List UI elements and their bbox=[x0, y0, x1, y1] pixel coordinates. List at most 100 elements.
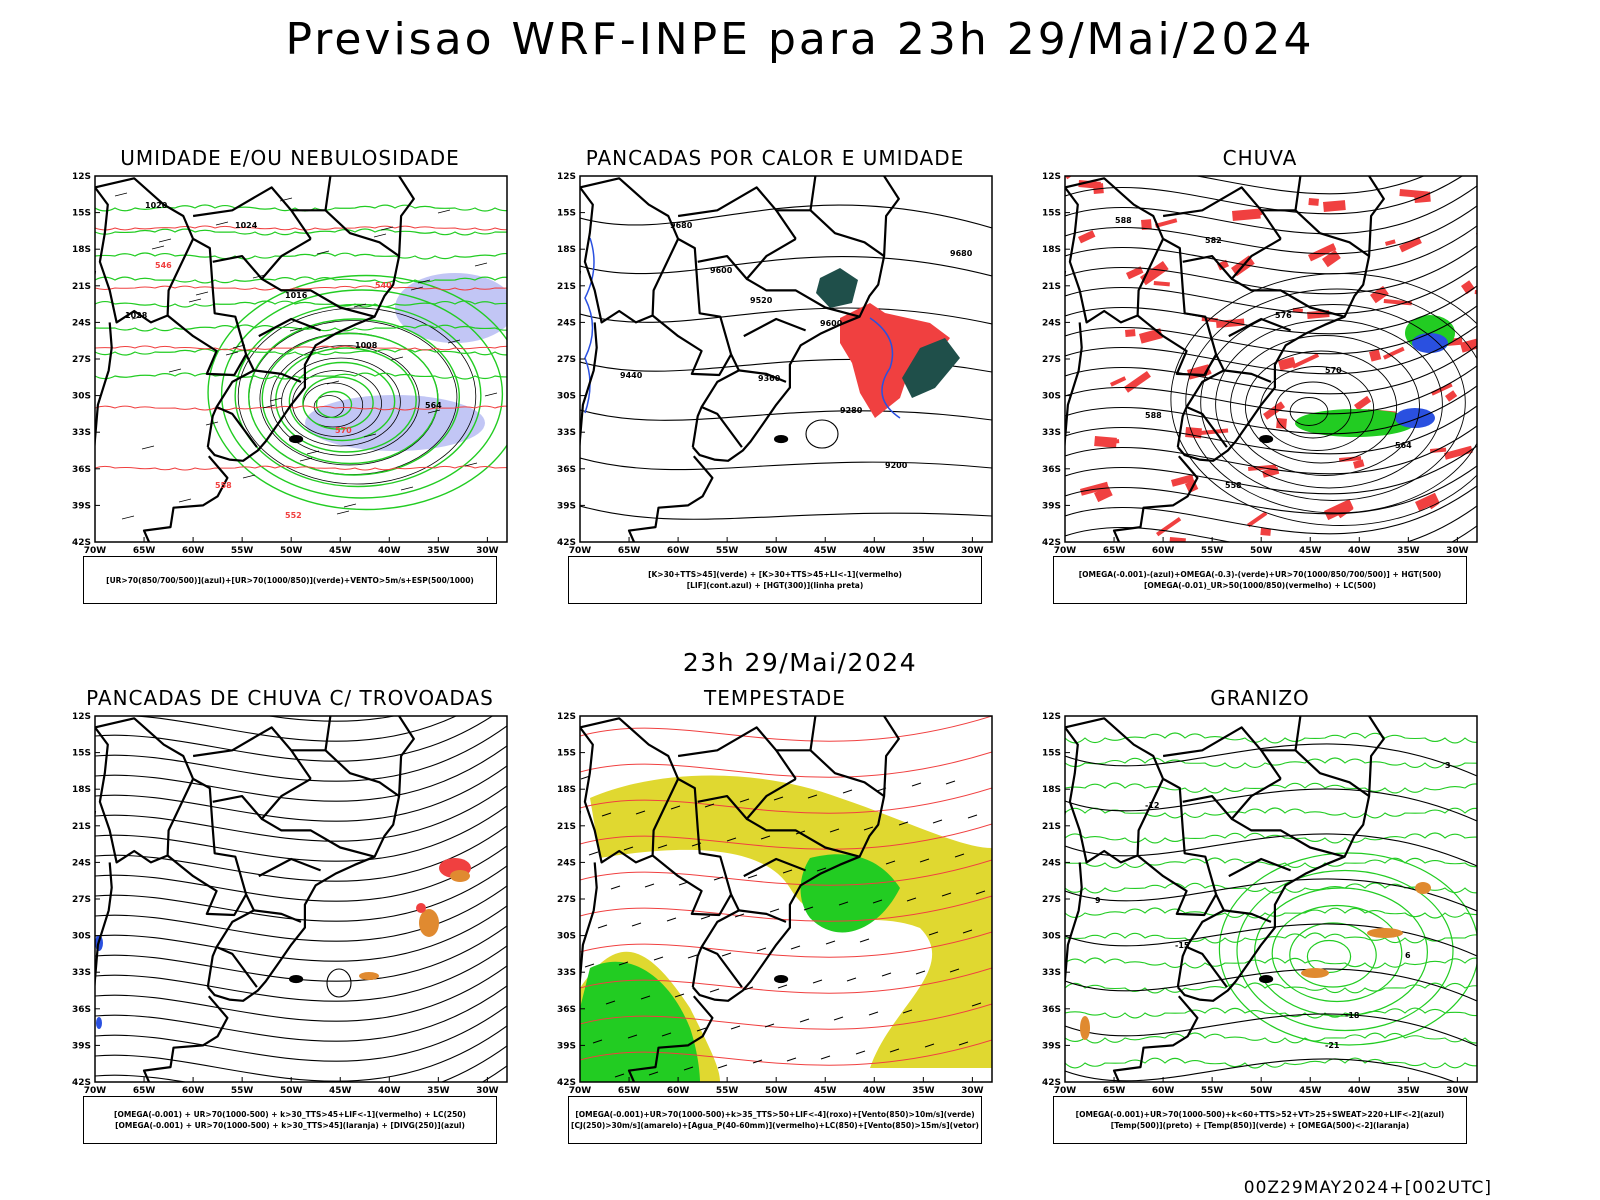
country-border bbox=[1182, 237, 1282, 281]
temp850-green-contour bbox=[1065, 807, 1477, 819]
wind-vector bbox=[932, 819, 943, 824]
humidity-green-contour bbox=[275, 347, 417, 453]
streamline bbox=[1065, 325, 1477, 375]
wind-vector bbox=[326, 380, 340, 385]
country-border bbox=[809, 176, 817, 211]
wind-vector bbox=[721, 952, 732, 957]
lat-tick-label: 24S bbox=[557, 858, 576, 868]
country-border bbox=[1231, 277, 1345, 318]
lon-tick-label: 40W bbox=[863, 1086, 886, 1093]
lat-tick-label: 12S bbox=[72, 172, 91, 182]
lon-tick-label: 55W bbox=[1201, 1086, 1224, 1093]
country-border bbox=[290, 209, 400, 257]
wind-vector bbox=[906, 897, 917, 902]
streamline bbox=[1065, 168, 1477, 174]
lat-tick-label: 21S bbox=[72, 822, 91, 832]
panel-title: CHUVA bbox=[1222, 146, 1298, 170]
rain-red-area bbox=[1369, 349, 1382, 362]
rain-red-area bbox=[1125, 329, 1136, 337]
wind-vector bbox=[915, 970, 926, 975]
heat-humidity-red-area bbox=[840, 303, 950, 418]
wind-vector bbox=[601, 812, 612, 817]
lon-tick-label: 65W bbox=[1103, 1086, 1126, 1093]
wind-vector bbox=[829, 828, 840, 833]
borders-layer bbox=[580, 716, 900, 1082]
lon-tick-label: 45W bbox=[329, 1086, 352, 1093]
legend-box: [OMEGA(-0.001)+UR>70(1000-500)+k<60+TTS>… bbox=[1053, 1096, 1467, 1144]
lon-tick-label: 65W bbox=[1103, 546, 1126, 553]
wind-vector bbox=[975, 890, 986, 895]
temp850-green-contour bbox=[1065, 782, 1477, 794]
contour-label: 1008 bbox=[355, 341, 378, 350]
coastline-brazil bbox=[206, 176, 415, 462]
hgt300-contour bbox=[580, 505, 992, 520]
country-border bbox=[651, 854, 733, 917]
country-border bbox=[95, 186, 195, 324]
wind-vector bbox=[390, 356, 404, 361]
temp500-contour bbox=[1065, 788, 1477, 822]
lon-tick-label: 70W bbox=[84, 546, 107, 553]
lat-tick-label: 27S bbox=[1042, 355, 1061, 365]
rain-red-area bbox=[1169, 537, 1186, 542]
streamline bbox=[95, 865, 507, 922]
lon-tick-label: 35W bbox=[427, 1086, 450, 1093]
wind-vector bbox=[726, 837, 737, 842]
contour-label: -21 bbox=[1325, 1041, 1340, 1050]
wind-vector bbox=[807, 794, 818, 799]
country-border bbox=[1182, 777, 1282, 821]
streamline bbox=[1065, 185, 1477, 235]
wind-vector bbox=[764, 1023, 775, 1028]
thunderstorm-orange-area bbox=[359, 972, 379, 980]
temp850-green-contour bbox=[1065, 1007, 1477, 1019]
wind-vector bbox=[631, 922, 642, 927]
streamline bbox=[1065, 425, 1477, 475]
country-border bbox=[261, 277, 375, 318]
lat-tick-label: 30S bbox=[557, 932, 576, 942]
wind-vector bbox=[215, 221, 229, 226]
coastline-argentina bbox=[627, 995, 714, 1082]
lif-blue-contour bbox=[869, 317, 901, 419]
wind-vector bbox=[316, 250, 330, 255]
wind-vector bbox=[614, 1073, 625, 1078]
lon-tick-label: 30W bbox=[1446, 546, 1469, 553]
legend-line: [OMEGA(-0.001)+UR>70(1000-500)+k>35_TTS>… bbox=[575, 1110, 975, 1119]
rain-red-area bbox=[1141, 219, 1152, 230]
rain-red-area bbox=[1109, 439, 1120, 444]
thunderstorm-orange-area bbox=[450, 870, 470, 882]
wind-vector bbox=[756, 947, 767, 952]
lon-tick-label: 40W bbox=[863, 546, 886, 553]
country-border bbox=[746, 277, 860, 318]
omega500-orange-area bbox=[1301, 968, 1329, 978]
lat-tick-label: 27S bbox=[72, 355, 91, 365]
streamline bbox=[95, 745, 507, 802]
hgt500-contour bbox=[1200, 304, 1466, 501]
panel-title: GRANIZO bbox=[1210, 686, 1310, 710]
rain-red-area bbox=[1399, 236, 1422, 253]
humidity-green-contour bbox=[95, 348, 507, 356]
wind850-green-area bbox=[800, 854, 900, 933]
contour-label: 1028 bbox=[125, 311, 148, 320]
wind-vector bbox=[610, 885, 621, 890]
rain-red-area bbox=[1323, 499, 1354, 521]
lon-tick-label: 35W bbox=[1397, 1086, 1420, 1093]
temp850-green-contour bbox=[1065, 932, 1477, 944]
borders-layer bbox=[1065, 716, 1385, 1082]
country-border bbox=[253, 909, 302, 923]
lat-tick-label: 18S bbox=[72, 785, 91, 795]
country-border bbox=[324, 716, 332, 751]
country-border bbox=[1065, 726, 1165, 864]
streamline bbox=[1065, 445, 1477, 495]
panel-title: UMIDADE E/OU NEBULOSIDADE bbox=[120, 146, 460, 170]
wind-vector bbox=[803, 906, 814, 911]
streamline bbox=[1065, 345, 1477, 395]
legend-line: [UR>70(850/700/500)](azul)+[UR>70(1000/8… bbox=[106, 575, 474, 585]
lon-tick-label: 70W bbox=[569, 546, 592, 553]
lat-tick-label: 15S bbox=[1042, 209, 1061, 219]
wind-vector bbox=[380, 226, 394, 231]
lon-tick-label: 30W bbox=[476, 1086, 499, 1093]
hgt500-contour bbox=[1244, 350, 1398, 464]
hgt500-contour bbox=[1215, 319, 1443, 489]
lat-tick-label: 12S bbox=[557, 712, 576, 722]
lon-tick-label: 35W bbox=[912, 1086, 935, 1093]
